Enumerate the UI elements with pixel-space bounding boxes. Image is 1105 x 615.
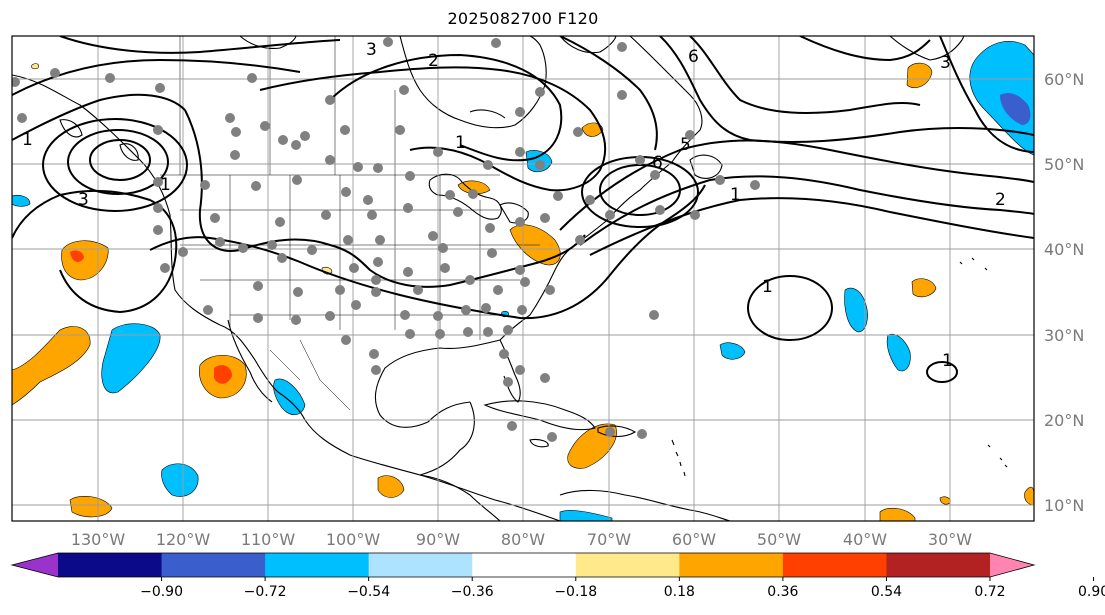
lon-label: 80°W — [501, 530, 545, 549]
colorbar-swatch — [886, 553, 991, 577]
lon-label: 30°W — [928, 530, 972, 549]
lon-label: 60°W — [672, 530, 716, 549]
political-boundaries — [160, 36, 540, 411]
shaded-anomalies — [12, 41, 1034, 521]
colorbar-label: 0.54 — [871, 584, 902, 600]
contour-label: 3 — [78, 190, 89, 210]
colorbar-swatch — [679, 553, 784, 577]
map-title: 2025082700 F120 — [447, 9, 599, 28]
contour-label: 1 — [762, 277, 773, 297]
contour-label: 3 — [940, 53, 951, 73]
contour-label: 6 — [688, 47, 699, 67]
colorbar-swatch — [575, 553, 680, 577]
colorbar-extend-low — [12, 553, 58, 577]
lat-label: 20°N — [1044, 411, 1084, 430]
gridlines — [12, 36, 1034, 521]
contour-label: 6 — [652, 153, 663, 173]
latitude-labels: 60°N 50°N 40°N 30°N 20°N 10°N — [1044, 70, 1084, 515]
colorbar-outline — [10, 552, 1036, 578]
lon-label: 120°W — [156, 530, 211, 549]
map-frame — [11, 35, 1035, 522]
lon-label: 70°W — [587, 530, 631, 549]
colorbar-label: 0.18 — [664, 584, 695, 600]
contour-label: 2 — [995, 190, 1006, 210]
colorbar-swatch — [368, 553, 473, 577]
colorbar: −0.90 −0.72 −0.54 −0.36 −0.18 0.18 0.36 0.54 0.7… — [10, 552, 1105, 600]
colorbar-swatch — [472, 553, 577, 577]
colorbar-swatch — [265, 553, 370, 577]
lon-label: 50°W — [757, 530, 801, 549]
station-markers — [12, 37, 760, 442]
contour-label: 1 — [942, 351, 953, 371]
lat-label: 60°N — [1044, 70, 1084, 89]
contour-label: 1 — [730, 185, 741, 205]
colorbar-label: −0.36 — [451, 584, 494, 600]
lon-label: 40°W — [843, 530, 887, 549]
colorbar-label: −0.72 — [244, 584, 287, 600]
lat-label: 50°N — [1044, 155, 1084, 174]
contour-label: 2 — [428, 51, 439, 71]
lon-label: 100°W — [326, 530, 381, 549]
lon-label: 130°W — [71, 530, 126, 549]
colorbar-label: 0.72 — [974, 584, 1005, 600]
contour-label: 1 — [160, 175, 171, 195]
contour-labels: 3 2 6 1 3 1 3 1 5 6 1 2 1 1 — [22, 40, 1006, 371]
colorbar-extend-high — [990, 553, 1034, 577]
colorbar-label: −0.18 — [554, 584, 597, 600]
lon-label: 90°W — [416, 530, 460, 549]
contour-label: 1 — [22, 130, 33, 150]
colorbar-label: 0.90 — [1078, 584, 1105, 600]
lat-label: 40°N — [1044, 240, 1084, 259]
contour-label: 3 — [366, 40, 377, 60]
lon-label: 110°W — [241, 530, 296, 549]
colorbar-swatch — [58, 553, 163, 577]
lat-label: 30°N — [1044, 326, 1084, 345]
lat-label: 10°N — [1044, 496, 1084, 515]
contour-label: 1 — [455, 133, 466, 153]
colorbar-label: −0.90 — [140, 584, 183, 600]
colorbar-swatch — [161, 553, 266, 577]
contour-label: 5 — [680, 135, 691, 155]
longitude-labels: 130°W 120°W 110°W 100°W 90°W 80°W 70°W 6… — [71, 530, 972, 549]
colorbar-swatch — [782, 553, 887, 577]
colorbar-label: −0.54 — [347, 584, 390, 600]
colorbar-label: 0.36 — [767, 584, 798, 600]
